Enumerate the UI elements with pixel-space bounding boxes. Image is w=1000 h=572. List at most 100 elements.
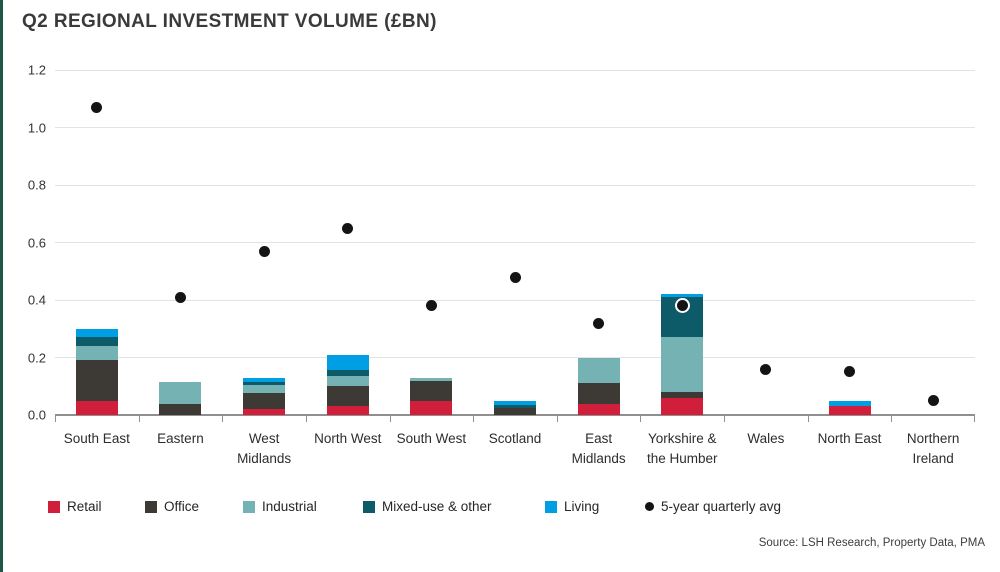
avg-dot <box>844 366 856 378</box>
source-note: Source: LSH Research, Property Data, PMA <box>758 537 985 549</box>
bar-segment <box>326 376 369 387</box>
gridline <box>55 299 975 301</box>
avg-dot <box>760 363 772 375</box>
bar-segment <box>661 397 704 415</box>
legend-item: Retail <box>48 499 102 514</box>
bar-segment <box>577 403 620 415</box>
legend-swatch-icon <box>243 500 255 513</box>
x-category-label: West Midlands <box>237 431 292 466</box>
y-tick-label: 0.2 <box>27 350 46 365</box>
legend-label: Office <box>164 499 200 514</box>
bar-segment <box>326 370 369 377</box>
x-category-label: Eastern <box>157 431 204 446</box>
x-axis-tick <box>807 416 809 422</box>
avg-dot <box>342 222 354 234</box>
y-tick-label: 0.8 <box>27 177 46 193</box>
bar-segment <box>828 400 871 407</box>
bar-segment <box>661 294 704 298</box>
gridline <box>55 184 975 186</box>
x-axis-tick <box>974 416 975 422</box>
legend-swatch-icon <box>48 500 60 513</box>
bar-segment <box>494 407 536 415</box>
gridline <box>55 127 975 128</box>
avg-dot <box>91 101 103 113</box>
bar-segment <box>410 377 453 381</box>
bar-segment <box>75 328 118 338</box>
legend-item: 5-year quarterly avg <box>645 499 781 514</box>
bar-segment <box>75 400 118 415</box>
x-axis-tick <box>138 416 140 422</box>
bar-segment <box>828 406 871 415</box>
bar-segment <box>75 346 118 361</box>
x-category-label: North East <box>817 431 882 446</box>
bar-segment <box>243 381 286 385</box>
avg-dot <box>258 245 270 257</box>
gridline <box>55 357 975 358</box>
legend-label: 5-year quarterly avg <box>661 499 782 514</box>
bar-segment <box>75 337 118 346</box>
x-category-label: North West <box>314 431 382 446</box>
legend-swatch-icon <box>145 500 157 513</box>
x-axis-tick <box>724 416 726 422</box>
x-axis-tick <box>222 416 224 422</box>
legend-label: Living <box>564 499 600 514</box>
gridline <box>55 69 975 71</box>
bar-segment <box>243 384 286 394</box>
bar-segment <box>661 337 704 392</box>
bar-segment <box>159 381 202 404</box>
x-category-label: Northern Ireland <box>906 431 960 466</box>
y-tick-label: 0.6 <box>27 235 46 250</box>
avg-dot <box>425 300 437 312</box>
legend-label: Mixed-use & other <box>382 499 492 514</box>
bar-segment <box>326 386 369 407</box>
x-category-label: Wales <box>747 431 785 446</box>
legend-swatch-icon <box>545 500 557 513</box>
x-category-label: South East <box>63 431 130 446</box>
bar-segment <box>243 409 286 415</box>
avg-dot <box>174 291 186 303</box>
y-tick-label: 0.4 <box>27 292 46 308</box>
y-tick-label: 0.0 <box>27 407 46 423</box>
gridline <box>55 242 975 243</box>
x-axis-line <box>55 414 975 416</box>
x-category-label: Yorkshire & the Humber <box>646 431 718 466</box>
x-category-label: Scotland <box>488 431 542 446</box>
y-tick-label: 1.2 <box>27 62 46 78</box>
brand-edge-bar <box>0 0 3 572</box>
plot-area <box>55 69 975 422</box>
x-axis-tick <box>389 416 391 422</box>
x-category-label: South West <box>396 431 467 446</box>
bar-segment <box>661 392 704 398</box>
avg-dot <box>676 300 688 312</box>
x-axis-tick <box>556 416 558 422</box>
legend-label: Retail <box>67 499 102 514</box>
x-axis-tick <box>891 416 893 422</box>
x-axis-tick <box>305 416 307 422</box>
legend-swatch-icon <box>363 500 375 513</box>
legend-label: Industrial <box>262 499 317 514</box>
bar-segment <box>494 400 536 405</box>
bar-segment <box>494 404 536 408</box>
bar-segment <box>75 360 118 401</box>
bar-segment <box>326 354 369 371</box>
avg-dot <box>593 317 605 329</box>
legend-dot-icon <box>645 502 654 511</box>
bar-segment <box>243 377 286 382</box>
avg-dot <box>927 395 939 407</box>
bar-segment <box>577 357 620 384</box>
x-axis-tick <box>473 416 475 422</box>
legend-item: Living <box>545 499 599 514</box>
bar-segment <box>326 406 369 415</box>
bar-segment <box>243 393 286 410</box>
x-axis-tick <box>55 416 56 422</box>
bar-segment <box>410 380 453 401</box>
legend-item: Office <box>145 499 199 514</box>
bar-segment <box>410 400 453 415</box>
avg-dot <box>509 271 521 283</box>
legend-item: Industrial <box>243 499 317 514</box>
chart-title: Q2 REGIONAL INVESTMENT VOLUME (£BN) <box>22 11 437 32</box>
x-axis-tick <box>640 416 642 422</box>
bar-segment <box>577 383 620 404</box>
y-tick-label: 1.0 <box>27 120 46 135</box>
